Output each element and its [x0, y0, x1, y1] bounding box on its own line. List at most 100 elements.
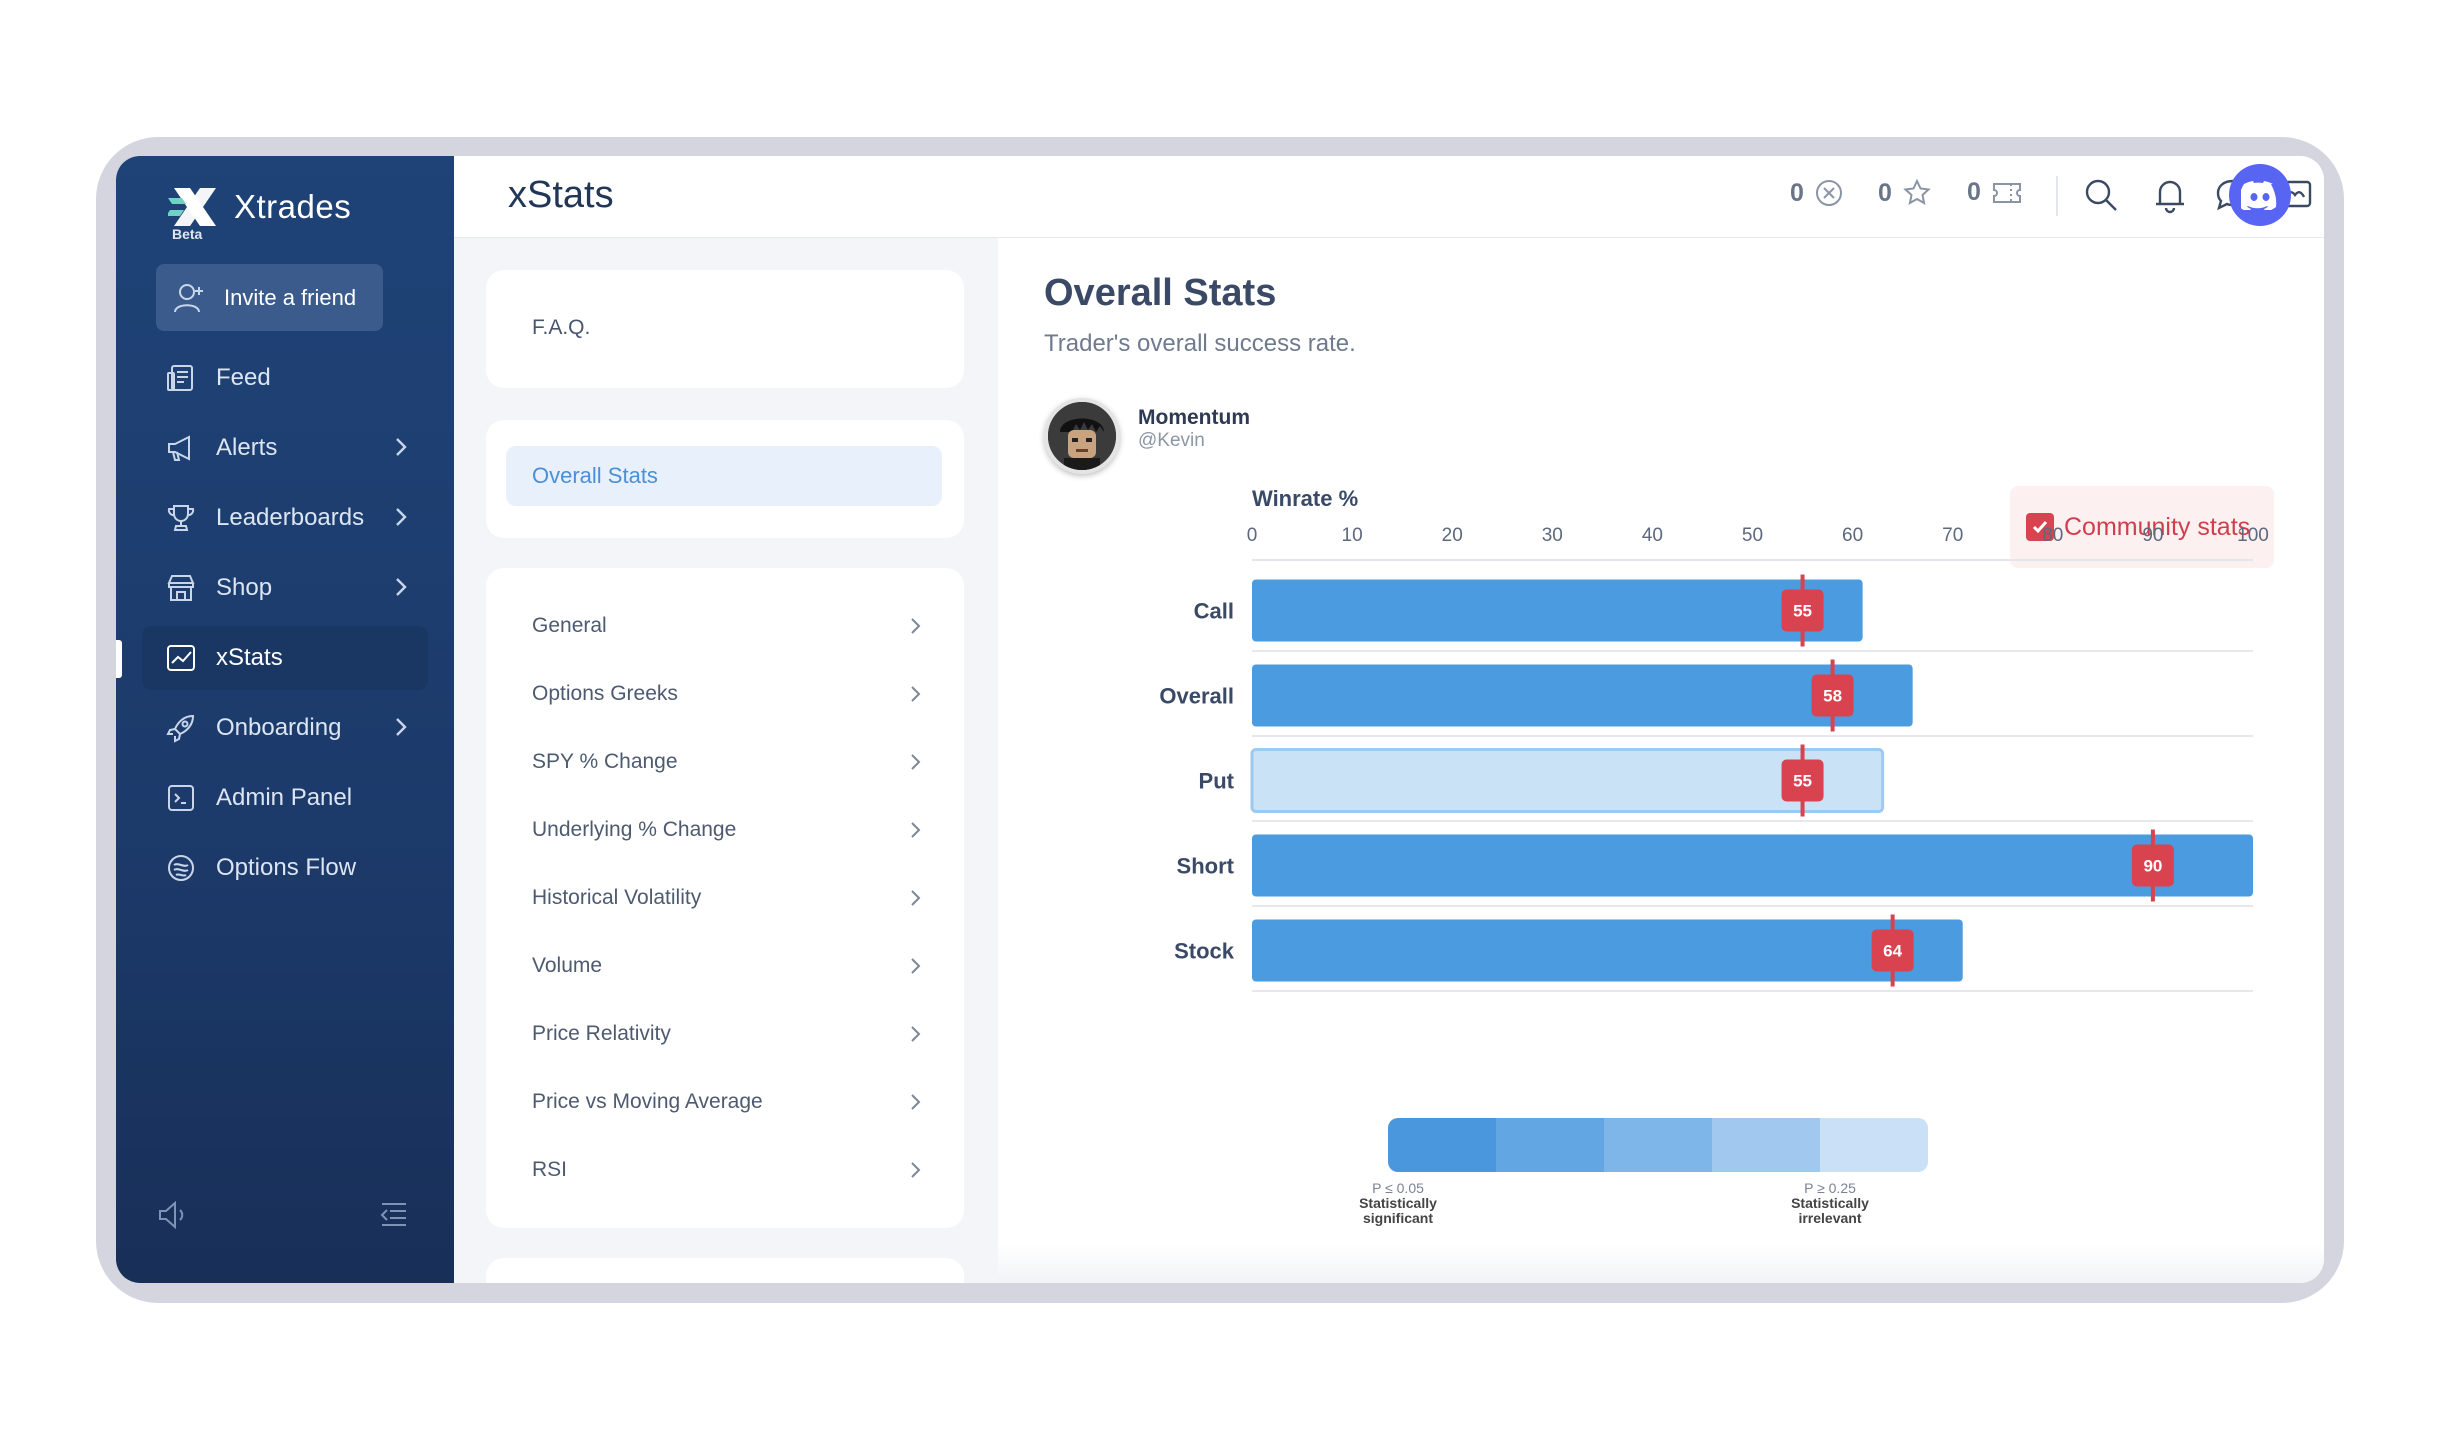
- community-marker: [1781, 589, 1824, 632]
- scale-right-p: P ≥ 0.25: [1804, 1180, 1856, 1196]
- page-title: xStats: [508, 174, 614, 216]
- community-marker: [1811, 674, 1854, 717]
- tickets-counter[interactable]: 0: [1967, 178, 2023, 207]
- menu-item-rsi[interactable]: RSI: [532, 1150, 922, 1190]
- sidebar-item-leaderboards[interactable]: Leaderboards: [142, 486, 428, 550]
- scale-segment: [1604, 1118, 1712, 1172]
- chevron-right-icon: [396, 438, 407, 456]
- x-tick-label: 60: [1842, 525, 1863, 546]
- community-marker-label: 64: [1883, 942, 1902, 961]
- x-tick-label: 30: [1542, 525, 1563, 546]
- menu-item-label: Volume: [532, 954, 603, 977]
- terminal-icon: [164, 781, 198, 815]
- stars-counter[interactable]: 0: [1878, 178, 1932, 208]
- sidebar-item-admin-panel[interactable]: Admin Panel: [142, 766, 428, 830]
- x-tick-label: 0: [1247, 525, 1258, 546]
- menu-item-label: General: [532, 614, 607, 637]
- community-stats-toggle[interactable]: Community stats: [2010, 486, 2274, 568]
- scale-right-line1: Statistically: [1791, 1195, 1869, 1211]
- menu-item-label: Underlying % Change: [532, 818, 737, 841]
- faq-card[interactable]: F.A.Q.: [486, 270, 964, 388]
- collapse-sidebar-icon[interactable]: [378, 1200, 410, 1235]
- store-icon: [164, 571, 198, 605]
- bar: [1252, 579, 1863, 642]
- scale-left-label: P ≤ 0.05 Statistically significant: [1328, 1180, 1468, 1226]
- active-indicator: [116, 640, 122, 678]
- chevron-right-icon: [396, 718, 407, 736]
- scale-segment: [1712, 1118, 1820, 1172]
- user-name[interactable]: Momentum: [1138, 406, 1250, 429]
- x-tick-label: 90: [2142, 525, 2163, 546]
- stats-categories-card: General Options Greeks SPY % Change Unde…: [486, 568, 964, 1228]
- chevron-right-icon: [911, 1162, 921, 1178]
- sidebar-item-feed[interactable]: Feed: [142, 346, 428, 410]
- coins-counter[interactable]: 0: [1790, 178, 1844, 208]
- menu-item-spy-change[interactable]: SPY % Change: [532, 742, 922, 782]
- brand[interactable]: Xtrades: [166, 184, 352, 230]
- sidebar-item-alerts[interactable]: Alerts: [142, 416, 428, 480]
- sidebar-item-shop[interactable]: Shop: [142, 556, 428, 620]
- x-tick-label: 80: [2042, 525, 2063, 546]
- invite-friend-button[interactable]: Invite a friend: [156, 264, 383, 331]
- scale-segment: [1388, 1118, 1496, 1172]
- sidebar-item-label: Leaderboards: [216, 504, 365, 531]
- checkbox-checked-icon: [2026, 513, 2054, 541]
- menu-item-label: Price vs Moving Average: [532, 1090, 763, 1113]
- scale-segment: [1496, 1118, 1604, 1172]
- bar: [1252, 919, 1963, 982]
- topbar: xStats 0 0 0: [454, 156, 2324, 238]
- section-title: Overall Stats: [1044, 272, 1277, 314]
- menu-item-label: Options Greeks: [532, 682, 678, 705]
- menu-item-general[interactable]: General: [532, 606, 922, 646]
- scale-left-line2: significant: [1362, 1210, 1433, 1226]
- section-subtitle: Trader's overall success rate.: [1044, 330, 1356, 357]
- chevron-right-icon: [911, 822, 921, 838]
- community-marker: [2131, 844, 2174, 887]
- chevron-right-icon: [396, 578, 407, 596]
- sidebar-item-onboarding[interactable]: Onboarding: [142, 696, 428, 760]
- star-icon: [1903, 178, 1931, 205]
- chevron-right-icon: [911, 890, 921, 906]
- sound-icon[interactable]: [156, 1198, 190, 1237]
- x-tick-label: 70: [1942, 525, 1963, 546]
- category-label: Call: [1194, 599, 1234, 624]
- menu-item-label: SPY % Change: [532, 750, 678, 773]
- chart-icon: [164, 641, 198, 675]
- community-marker: [1781, 759, 1824, 802]
- category-label: Overall: [1159, 684, 1234, 709]
- invite-label: Invite a friend: [224, 284, 357, 310]
- menu-item-underlying-change[interactable]: Underlying % Change: [532, 810, 922, 850]
- brand-name: Xtrades: [234, 188, 352, 225]
- menu-item-price-vs-moving-average[interactable]: Price vs Moving Average: [532, 1082, 922, 1122]
- chart-title: Winrate %: [1252, 486, 1358, 511]
- sidebar-item-label: Shop: [216, 574, 273, 601]
- scale-segment: [1820, 1118, 1928, 1172]
- beta-badge: Beta: [172, 226, 203, 242]
- counter-value: 0: [1878, 178, 1892, 207]
- overall-stats-item[interactable]: Overall Stats: [506, 446, 942, 506]
- menu-item-historical-volatility[interactable]: Historical Volatility: [532, 878, 922, 918]
- sidebar-item-xstats[interactable]: xStats: [142, 626, 428, 690]
- significance-scale: [1388, 1118, 1928, 1172]
- community-stats-label: Community stats: [2064, 512, 2251, 541]
- menu-item-options-greeks[interactable]: Options Greeks: [532, 674, 922, 714]
- x-tick-label: 100: [2237, 525, 2269, 546]
- menu-item-volume[interactable]: Volume: [532, 946, 922, 986]
- faq-link[interactable]: F.A.Q.: [532, 316, 591, 339]
- scale-right-label: P ≥ 0.25 Statistically irrelevant: [1760, 1180, 1900, 1226]
- sidebar-item-options-flow[interactable]: Options Flow: [142, 836, 428, 900]
- sidebar-item-label: Onboarding: [216, 714, 342, 741]
- bell-icon[interactable]: [2152, 176, 2188, 219]
- sidebar-item-label: Options Flow: [216, 854, 357, 881]
- scale-left-p: P ≤ 0.05: [1372, 1180, 1424, 1196]
- search-icon[interactable]: [2082, 176, 2120, 219]
- community-marker: [1871, 929, 1914, 972]
- avatar[interactable]: [1044, 398, 1120, 474]
- x-tick-label: 40: [1642, 525, 1663, 546]
- ticket-icon: [1992, 182, 2021, 203]
- flow-icon: [164, 851, 198, 885]
- sidebar-item-label: Feed: [216, 364, 271, 391]
- app-window: Xtrades Beta Invite a friend Feed Alerts: [116, 156, 2324, 1283]
- discord-icon[interactable]: [2229, 164, 2291, 226]
- menu-item-price-relativity[interactable]: Price Relativity: [532, 1014, 922, 1054]
